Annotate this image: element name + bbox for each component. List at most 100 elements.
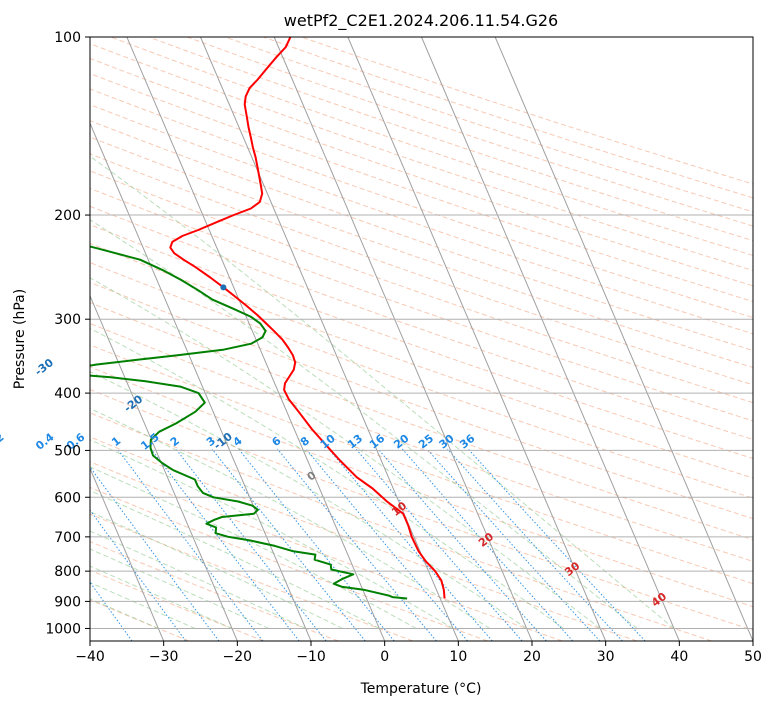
isotherm-line xyxy=(421,37,680,641)
mixing-ratio-line xyxy=(211,448,366,641)
dry-adiabat xyxy=(90,205,753,440)
mixing-ratio-line xyxy=(355,448,523,641)
dry-adiabat xyxy=(90,104,753,335)
mixing-ratio-label: 36 xyxy=(457,432,477,452)
dry-adiabat xyxy=(90,187,753,422)
dry-adiabat xyxy=(90,513,414,641)
mixing-ratio-line xyxy=(467,448,646,641)
moist-adiabat xyxy=(90,371,527,629)
dry-adiabat xyxy=(90,120,753,352)
mixing-ratio-line xyxy=(305,448,468,641)
x-tick-label: 20 xyxy=(523,649,541,665)
dry-adiabat xyxy=(225,37,753,213)
dry-adiabat xyxy=(90,43,753,272)
x-tick-label: 50 xyxy=(744,649,762,665)
temperature-line xyxy=(169,37,446,599)
dry-adiabat xyxy=(90,388,753,631)
dry-adiabat xyxy=(90,569,264,641)
moist-adiabat xyxy=(90,155,675,629)
mixing-ratio-line xyxy=(90,509,187,641)
mixing-ratio-line xyxy=(447,448,623,641)
mixing-ratio-line xyxy=(377,448,547,641)
dry-adiabat xyxy=(90,153,753,386)
y-tick-label: 700 xyxy=(54,530,81,546)
moist-adiabat xyxy=(90,490,380,629)
moist-adiabat xyxy=(90,530,306,629)
dry-adiabat xyxy=(90,436,638,641)
dry-adiabat xyxy=(90,73,753,303)
y-tick-label: 500 xyxy=(54,443,81,459)
y-tick-label: 800 xyxy=(54,564,81,580)
isotherm-line xyxy=(200,37,459,641)
isotherm-line xyxy=(90,467,165,641)
dry-adiabat xyxy=(90,599,189,641)
isotherm-label: -30 xyxy=(32,356,56,379)
mixing-ratio-line xyxy=(90,466,220,641)
mixing-ratio-label: 0.2 xyxy=(0,431,7,453)
mixing-ratio-line xyxy=(401,448,574,641)
mixing-ratio-line xyxy=(90,581,133,641)
moist-adiabat xyxy=(90,548,270,629)
dry-adiabat xyxy=(90,57,753,287)
moist-adiabat xyxy=(90,219,638,629)
isotherm-label: 30 xyxy=(562,559,582,579)
dry-adiabat xyxy=(90,344,753,585)
y-axis-title: Pressure (hPa) xyxy=(12,289,28,389)
moist-adiabat xyxy=(90,511,343,629)
mixing-ratio-line xyxy=(175,448,327,641)
dry-adiabat xyxy=(186,37,753,227)
isotherm-line xyxy=(273,37,533,641)
mixing-ratio-label: 8 xyxy=(298,434,312,449)
y-tick-label: 600 xyxy=(54,490,81,506)
x-tick-label: −20 xyxy=(223,649,253,665)
y-tick-label: 1000 xyxy=(45,621,81,637)
x-tick-label: 40 xyxy=(670,649,688,665)
isotherm-line xyxy=(494,37,753,641)
mixing-ratio-label: 4 xyxy=(231,434,245,449)
crossing-point-marker xyxy=(220,284,227,291)
moist-adiabat xyxy=(90,407,491,629)
dry-adiabat xyxy=(110,37,753,256)
mixing-ratio-label: 13 xyxy=(345,432,365,452)
moist-adiabat xyxy=(90,565,233,629)
mixing-ratio-line xyxy=(117,448,264,641)
dry-adiabat xyxy=(90,302,753,541)
x-tick-label: 10 xyxy=(449,649,467,665)
isotherm-line xyxy=(90,294,238,641)
x-axis-title: Temperature (°C) xyxy=(360,681,482,697)
plot-frame xyxy=(89,36,754,642)
isotherm-line xyxy=(347,37,607,641)
series-lines xyxy=(90,37,446,600)
dewpoint-line xyxy=(90,245,408,600)
mixing-ratio-label: 20 xyxy=(391,432,411,452)
x-tick-label: −10 xyxy=(296,649,326,665)
isotherm-label: 20 xyxy=(476,530,496,550)
y-tick-label: 100 xyxy=(54,30,81,46)
mixing-ratio-label: 25 xyxy=(416,432,436,452)
y-tick-label: 400 xyxy=(54,386,81,402)
isotherm-line xyxy=(90,122,312,641)
dry-adiabat xyxy=(148,37,753,242)
dry-adiabat xyxy=(90,366,753,608)
moist-adiabat xyxy=(90,466,417,629)
isotherm-label: -20 xyxy=(122,392,146,415)
x-tick-label: −30 xyxy=(149,649,179,665)
mixing-ratio-label: 0.4 xyxy=(33,430,57,452)
moist-adiabat xyxy=(90,277,601,629)
x-tick-label: 0 xyxy=(380,649,389,665)
chart-title: wetPf2_C2E1.2024.206.11.54.G26 xyxy=(284,11,558,31)
mixing-ratio-line xyxy=(426,448,601,641)
isotherm-label: 40 xyxy=(649,590,669,610)
isotherm-label: 10 xyxy=(389,499,409,519)
dry-adiabat xyxy=(301,37,753,185)
dry-adiabat xyxy=(90,136,753,369)
axis-ticks: −40 −30 −20 −10 0 10 20 30 40 50 100 200 300 400 500 60… xyxy=(45,30,762,665)
dry-adiabat xyxy=(90,170,753,404)
y-tick-label: 300 xyxy=(54,312,81,328)
dry-adiabat xyxy=(90,224,753,460)
dry-adiabat xyxy=(263,37,753,199)
y-tick-label: 900 xyxy=(54,594,81,610)
dry-adiabat xyxy=(90,262,753,499)
mixing-ratio-label: 1 xyxy=(109,434,123,449)
